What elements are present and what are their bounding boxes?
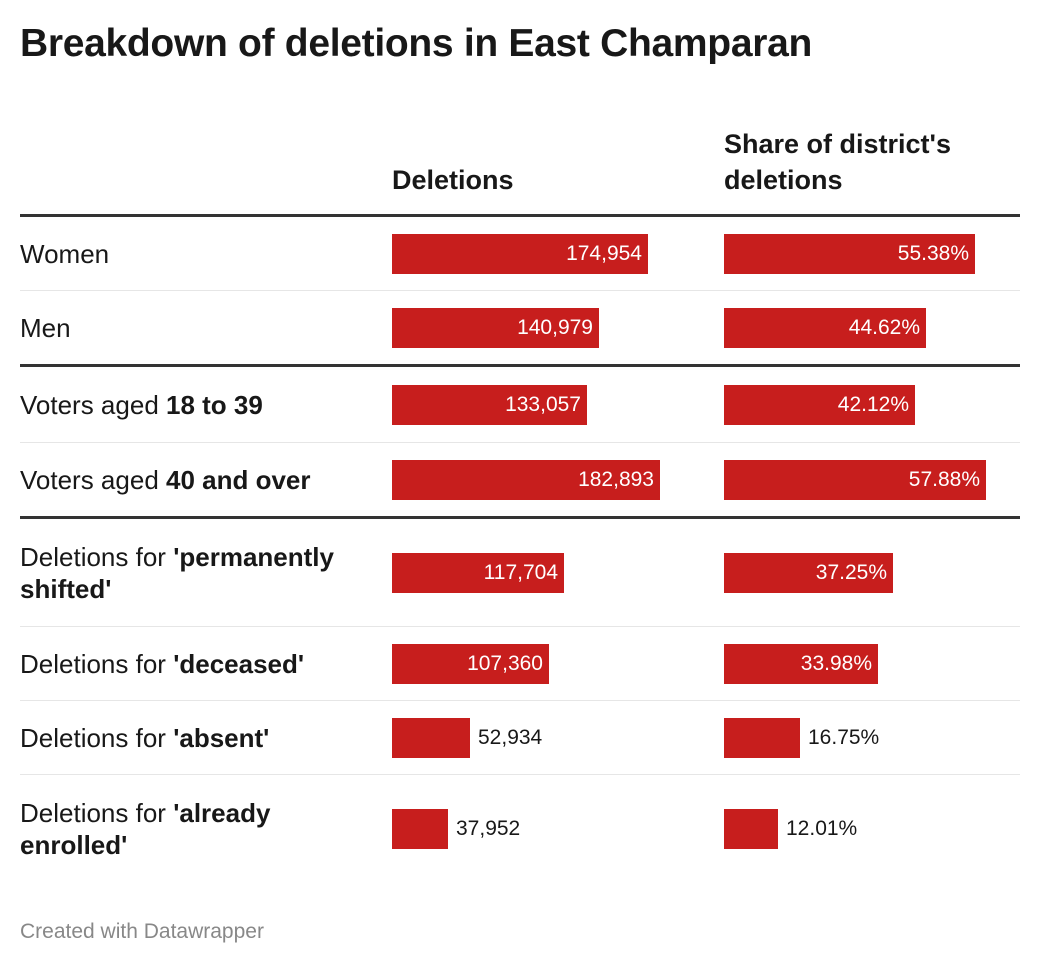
- row-divider: [20, 774, 1020, 775]
- deletions-value-label: 133,057: [505, 393, 581, 416]
- row-label-text: Voters aged: [20, 465, 166, 495]
- table-row: Voters aged 40 and over 182,893 57.88%: [0, 443, 1040, 517]
- share-bar: [724, 553, 893, 593]
- row-label-text: Deletions for: [20, 542, 174, 572]
- group-divider: [20, 214, 1020, 217]
- table-row: Voters aged 18 to 39 133,057 42.12%: [0, 367, 1040, 443]
- row-label-emphasis: 'already enrolled': [20, 798, 271, 860]
- share-value-label: 55.38%: [897, 242, 969, 265]
- row-label: Voters aged 18 to 39: [20, 389, 380, 421]
- share-bar: [724, 234, 975, 274]
- deletions-value-label: 107,360: [467, 652, 543, 675]
- group-divider: [20, 364, 1020, 367]
- deletions-value-label: 117,704: [483, 561, 558, 584]
- deletions-bar: [392, 718, 470, 758]
- deletions-bar: [392, 644, 549, 684]
- share-bar: [724, 644, 878, 684]
- row-label-emphasis: 'permanently shifted': [20, 542, 334, 604]
- deletions-bar: [392, 234, 648, 274]
- row-divider: [20, 442, 1020, 443]
- share-bar: [724, 460, 986, 500]
- share-value-label: 44.62%: [848, 316, 920, 339]
- datawrapper-credit: Created with Datawrapper: [20, 920, 264, 943]
- deletions-bar: [392, 809, 448, 849]
- row-label: Deletions for 'permanently shifted': [20, 541, 380, 605]
- table-row: Men 140,979 44.62%: [0, 291, 1040, 365]
- row-label: Deletions for 'deceased': [20, 648, 380, 680]
- table-row: Deletions for 'absent' 52,934 16.75%: [0, 701, 1040, 775]
- deletions-bar: [392, 553, 564, 593]
- share-bar: [724, 809, 778, 849]
- share-value-label: 16.75%: [808, 726, 880, 749]
- deletions-value-label: 37,952: [456, 817, 521, 840]
- table-row: Deletions for 'permanently shifted' 117,7…: [0, 519, 1040, 627]
- deletions-bar: [392, 385, 587, 425]
- table-row: Women 174,954 55.38%: [0, 217, 1040, 291]
- row-label-text: Deletions for: [20, 798, 174, 828]
- deletions-bar: [392, 308, 599, 348]
- row-label: Voters aged 40 and over: [20, 464, 380, 496]
- row-label-text: Deletions for: [20, 649, 174, 679]
- share-value-label: 12.01%: [786, 817, 858, 840]
- chart-title: Breakdown of deletions in East Champaran: [20, 22, 812, 65]
- row-label-text: Voters aged: [20, 390, 166, 420]
- share-bar: [724, 308, 926, 348]
- deletions-value-label: 174,954: [566, 242, 642, 265]
- row-label: Men: [20, 312, 380, 344]
- row-label-emphasis: 18 to 39: [166, 390, 263, 420]
- row-divider: [20, 700, 1020, 701]
- row-label: Deletions for 'already enrolled': [20, 797, 380, 861]
- column-header-deletions: Deletions: [392, 165, 514, 195]
- row-label-text: Women: [20, 239, 110, 269]
- deletions-bar: [392, 460, 660, 500]
- share-value-label: 37.25%: [815, 561, 887, 584]
- row-divider: [20, 626, 1020, 627]
- share-value-label: 57.88%: [908, 468, 980, 491]
- row-divider: [20, 290, 1020, 291]
- row-label-emphasis: 'deceased': [173, 649, 305, 679]
- row-label: Women: [20, 238, 380, 270]
- table-row: Deletions for 'already enrolled' 37,952 12…: [0, 775, 1040, 883]
- share-value-label: 42.12%: [837, 393, 909, 416]
- row-label-emphasis: 40 and over: [166, 465, 311, 495]
- deletions-value-label: 140,979: [517, 316, 593, 339]
- group-divider: [20, 516, 1020, 519]
- deletions-value-label: 52,934: [478, 726, 543, 749]
- deletions-value-label: 182,893: [578, 468, 654, 491]
- row-label-text: Men: [20, 313, 71, 343]
- column-header-share: Share of district's deletions: [724, 129, 951, 195]
- share-value-label: 33.98%: [800, 652, 872, 675]
- row-label-text: Deletions for: [20, 723, 174, 753]
- share-bar: [724, 718, 800, 758]
- table-row: Deletions for 'deceased' 107,360 33.98%: [0, 627, 1040, 701]
- row-label: Deletions for 'absent': [20, 722, 380, 754]
- row-label-emphasis: 'absent': [173, 723, 270, 753]
- share-bar: [724, 385, 915, 425]
